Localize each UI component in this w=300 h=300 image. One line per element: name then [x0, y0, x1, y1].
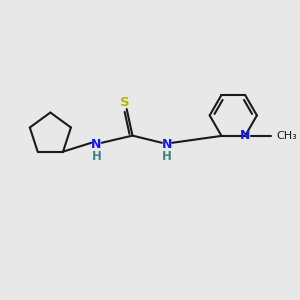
Text: CH₃: CH₃	[276, 131, 297, 141]
Text: H: H	[162, 150, 172, 163]
Text: N: N	[91, 138, 102, 151]
Text: N: N	[162, 138, 172, 151]
Text: S: S	[121, 96, 130, 109]
Text: H: H	[92, 150, 101, 163]
Text: N: N	[240, 129, 250, 142]
